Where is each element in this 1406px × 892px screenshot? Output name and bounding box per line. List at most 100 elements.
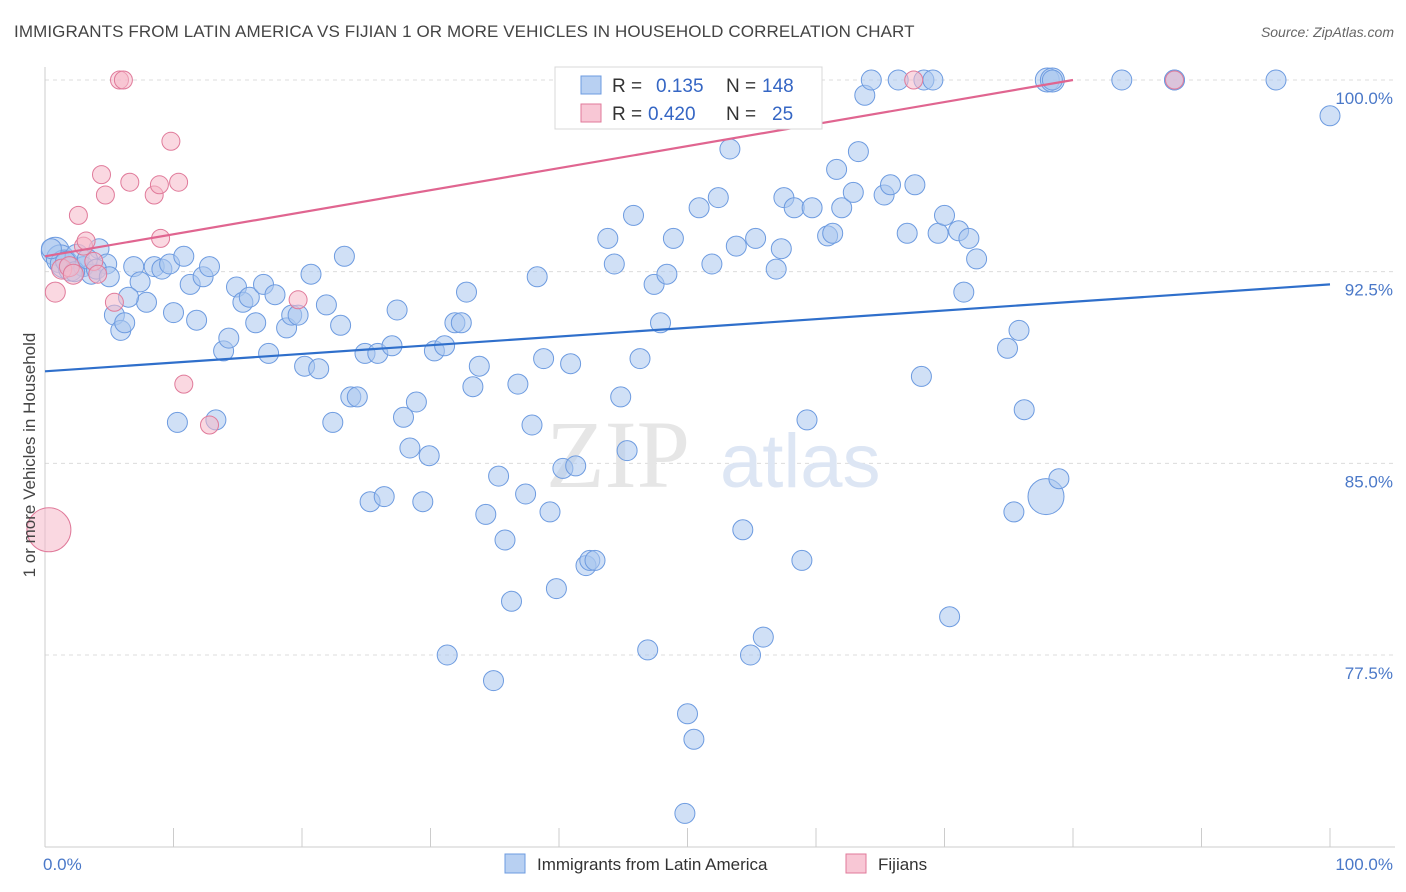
latin-america-point-87 <box>616 440 638 462</box>
latin-america-point-74 <box>526 266 548 288</box>
latin-america-point-103 <box>732 519 754 541</box>
latin-america-point-112 <box>796 409 818 431</box>
latin-america-point-75 <box>533 348 555 370</box>
latin-america-point-83 <box>584 549 606 571</box>
y-axis-label: 1 or more Vehicles in Household <box>20 333 39 578</box>
latin-america-point-146 <box>1111 69 1133 91</box>
latin-america-point-19 <box>166 411 188 433</box>
fijian-point-0 <box>26 507 72 553</box>
latin-america-point-89 <box>629 348 651 370</box>
latin-america-point-104 <box>740 644 761 666</box>
latin-america-point-62 <box>450 312 472 334</box>
bottom-legend: Immigrants from Latin America Fijians <box>504 853 927 874</box>
y-tick-label-1: 85.0% <box>1345 472 1393 491</box>
fijian-point-22 <box>200 415 219 435</box>
latin-america-point-116 <box>826 158 848 180</box>
latin-america-point-42 <box>322 411 344 433</box>
fijian-point-5 <box>68 205 88 225</box>
latin-america-point-55 <box>405 391 427 413</box>
fijian-point-10 <box>92 165 111 185</box>
latin-america-point-149 <box>1265 69 1287 91</box>
legend-n-pink: 25 <box>772 104 793 125</box>
fijian-point-17 <box>149 175 169 195</box>
svg-text:R =: R = <box>612 104 642 125</box>
latin-america-point-145 <box>1048 468 1070 490</box>
fijian-point-15 <box>120 172 140 192</box>
trend-line-fijians <box>44 78 1074 258</box>
latin-america-point-132 <box>939 606 961 628</box>
latin-america-point-117 <box>831 197 853 219</box>
latin-america-point-54 <box>399 437 421 459</box>
legend-swatch-blue <box>580 75 602 95</box>
latin-america-point-13 <box>129 271 151 293</box>
latin-america-point-53 <box>393 406 414 428</box>
fijian-point-23 <box>288 290 308 310</box>
latin-america-point-40 <box>308 358 330 380</box>
bottom-legend-label-blue: Immigrants from Latin America <box>537 855 768 874</box>
latin-america-point-80 <box>565 455 587 477</box>
latin-america-point-52 <box>386 299 408 321</box>
y-tick-labels: 77.5% 85.0% 92.5% 100.0% <box>1335 89 1393 683</box>
svg-text:R =: R = <box>612 76 642 97</box>
x-tick-label-1: 100.0% <box>1335 855 1393 874</box>
chart-title: IMMIGRANTS FROM LATIN AMERICA VS FIJIAN … <box>14 22 915 41</box>
latin-america-point-134 <box>953 281 975 303</box>
latin-america-point-46 <box>346 386 368 408</box>
fijian-point-20 <box>169 172 189 192</box>
bottom-legend-swatch-pink <box>845 853 867 874</box>
latin-america-point-69 <box>494 529 516 551</box>
latin-america-point-138 <box>1003 501 1025 523</box>
latin-america-point-43 <box>330 314 352 336</box>
fijian-point-25 <box>1165 70 1184 90</box>
latin-america-point-30 <box>238 286 260 308</box>
trend-lines <box>44 78 1331 373</box>
latin-america-point-93 <box>656 263 678 285</box>
latin-america-point-139 <box>1008 319 1030 341</box>
latin-america-point-14 <box>136 291 157 313</box>
latin-america-point-88 <box>623 204 644 226</box>
latin-america-point-63 <box>456 281 477 303</box>
latin-america-point-107 <box>765 258 787 280</box>
latin-america-point-99 <box>701 253 723 275</box>
series-fijians-points <box>26 70 1184 553</box>
y-tick-label-2: 92.5% <box>1345 281 1393 300</box>
latin-america-point-77 <box>545 578 567 600</box>
latin-america-point-86 <box>610 386 632 408</box>
latin-america-point-131 <box>934 204 955 226</box>
fijian-point-9 <box>88 264 108 284</box>
latin-america-point-113 <box>801 197 823 219</box>
grid-lines <box>45 79 1395 656</box>
latin-america-point-119 <box>847 141 869 163</box>
latin-america-point-70 <box>501 590 522 612</box>
axes <box>44 67 1395 848</box>
fijian-point-19 <box>161 131 181 151</box>
latin-america-point-110 <box>783 197 805 219</box>
trend-line-latin-america <box>44 283 1331 373</box>
latin-america-point-18 <box>163 302 184 324</box>
latin-america-point-64 <box>462 376 484 398</box>
series-latin-america-points <box>40 67 1341 824</box>
latin-america-point-85 <box>603 253 625 275</box>
latin-america-point-22 <box>186 309 208 331</box>
latin-america-point-105 <box>745 227 767 249</box>
latin-america-point-144 <box>1041 69 1063 91</box>
latin-america-point-98 <box>688 197 710 219</box>
latin-america-point-67 <box>483 670 504 692</box>
latin-america-point-150 <box>1319 105 1341 127</box>
svg-text:N =: N = <box>726 104 756 125</box>
latin-america-point-137 <box>997 337 1018 359</box>
latin-america-point-140 <box>1013 399 1035 421</box>
latin-america-point-92 <box>650 312 671 334</box>
latin-america-point-125 <box>896 222 918 244</box>
watermark-atlas: atlas <box>720 419 881 504</box>
fijian-point-11 <box>95 185 115 205</box>
latin-america-point-57 <box>418 445 440 467</box>
latin-america-point-65 <box>468 355 490 377</box>
latin-america-point-71 <box>507 373 529 395</box>
latin-america-point-101 <box>719 138 741 160</box>
latin-america-point-115 <box>822 222 844 244</box>
latin-america-point-94 <box>662 227 684 249</box>
x-tick-labels: 0.0% 100.0% <box>43 855 1393 874</box>
y-tick-label-3: 100.0% <box>1335 89 1393 108</box>
